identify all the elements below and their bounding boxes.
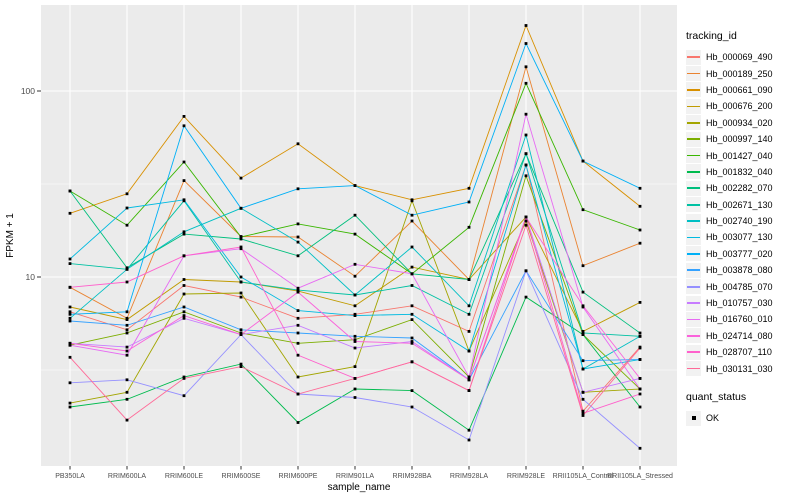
legend-key-line-icon [686,98,701,114]
legend-item-Hb_000934_020: Hb_000934_020 [686,115,798,131]
legend-key-line-icon [686,115,701,131]
legend-key-line-icon [686,344,701,360]
legend-item-label: Hb_002282_070 [706,183,773,194]
x-tick-label: RRIM928LE [507,473,545,480]
y-tick-label: 100 [21,86,35,96]
legend-key-line-icon [686,82,701,98]
legend-key-line-icon [686,361,701,377]
legend-key-line-icon [686,279,701,295]
legend-key-line-icon [686,213,701,229]
legend-key-line-icon [686,295,701,311]
legend-key-line-icon [686,229,701,245]
y-axis: 100 10 [21,86,41,282]
x-tick-label: RRIM600LA [108,473,146,480]
legend-item-label: Hb_030131_030 [706,363,773,374]
legend-item-label: Hb_016760_010 [706,314,773,325]
legend-item-Hb_003878_080: Hb_003878_080 [686,262,798,278]
x-tick-label: RRII105LA_Control [553,473,614,480]
quant-legend-title: quant_status [686,390,747,403]
legend-panel: tracking_id Hb_000069_490 Hb_000189_250 Hb… [686,30,798,426]
x-tick-label: RRIM901LA [336,473,374,480]
legend-item-label: Hb_024714_080 [706,330,773,341]
x-tick-label: RRIM928BA [393,473,432,480]
legend-title: tracking_id [686,30,737,42]
x-tick-label: RRIM600LE [165,473,203,480]
legend-item-Hb_000069_490: Hb_000069_490 [686,49,798,65]
legend-item-label: Hb_010757_030 [706,298,773,309]
legend-key-line-icon [686,246,701,262]
legend-key-line-icon [686,131,701,147]
legend-item-label: Hb_001427_040 [706,150,773,161]
legend-item-Hb_004785_070: Hb_004785_070 [686,278,798,295]
legend-item-Hb_002740_190: Hb_002740_190 [686,213,798,229]
quant-legend-item: OK [686,410,798,426]
legend-key-line-icon [686,66,701,82]
legend-item-Hb_001832_040: Hb_001832_040 [686,164,798,180]
legend-item-label: Hb_000934_020 [706,117,773,128]
legend-key-line-icon [686,49,701,65]
legend-item-label: Hb_000661_090 [706,84,773,95]
legend-item-Hb_002282_070: Hb_002282_070 [686,180,798,196]
x-tick-label: RRII105LA_Stressed [607,473,673,480]
x-axis-title: sample_name [328,482,391,493]
legend-item-label: Hb_002740_190 [706,216,773,227]
legend-item-Hb_000997_140: Hb_000997_140 [686,131,798,147]
legend-item-Hb_028707_110: Hb_028707_110 [686,344,798,360]
legend-key-line-icon [686,164,701,180]
y-tick-label: 10 [26,272,36,282]
x-tick-label: PB350LA [55,473,85,480]
legend-item-Hb_024714_080: Hb_024714_080 [686,328,798,344]
quant-legend-items: OK [686,410,798,426]
legend-key-line-icon [686,197,701,213]
legend-key-line-icon [686,148,701,164]
legend-item-Hb_000189_250: Hb_000189_250 [686,65,798,82]
legend-item-label: Hb_000069_490 [706,52,773,63]
quant-legend-item-label: OK [706,413,720,423]
legend-key-line-icon [686,311,701,327]
legend-item-Hb_003777_020: Hb_003777_020 [686,246,798,262]
legend-item-label: Hb_003777_020 [706,248,773,259]
legend-item-label: Hb_000676_200 [706,101,773,112]
legend-item-label: Hb_001832_040 [706,166,773,177]
legend-item-Hb_010757_030: Hb_010757_030 [686,295,798,311]
x-tick-label: RRIM928LA [450,473,488,480]
legend-item-label: Hb_000189_250 [706,68,773,79]
x-tick-label: RRIM600PE [279,473,318,480]
x-tick-label: RRIM600SE [222,473,261,480]
legend-item-Hb_001427_040: Hb_001427_040 [686,147,798,164]
legend-key-line-icon [686,180,701,196]
legend-key-line-icon [686,262,701,278]
legend-item-label: Hb_000997_140 [706,134,773,145]
legend-item-Hb_030131_030: Hb_030131_030 [686,360,798,377]
x-axis: PB350LA RRIM600LA RRIM600LE RRIM600SE RRIM60… [55,466,673,480]
legend-item-label: Hb_004785_070 [706,281,773,292]
legend-item-label: Hb_028707_110 [706,347,772,358]
legend-item-label: Hb_002671_130 [706,199,773,210]
legend-item-label: Hb_003878_080 [706,265,773,276]
legend-item-Hb_002671_130: Hb_002671_130 [686,197,798,213]
series-points [68,24,642,450]
legend-item-label: Hb_003077_130 [706,232,773,243]
y-axis-title: FPKM + 1 [5,213,16,258]
legend-key-line-icon [686,328,701,344]
legend-item-Hb_000676_200: Hb_000676_200 [686,98,798,114]
legend-item-Hb_016760_010: Hb_016760_010 [686,311,798,327]
legend-items: Hb_000069_490 Hb_000189_250 Hb_000661_090 H… [686,49,798,377]
legend-item-Hb_003077_130: Hb_003077_130 [686,229,798,245]
legend-key-square-icon [686,410,701,426]
legend-item-Hb_000661_090: Hb_000661_090 [686,82,798,98]
